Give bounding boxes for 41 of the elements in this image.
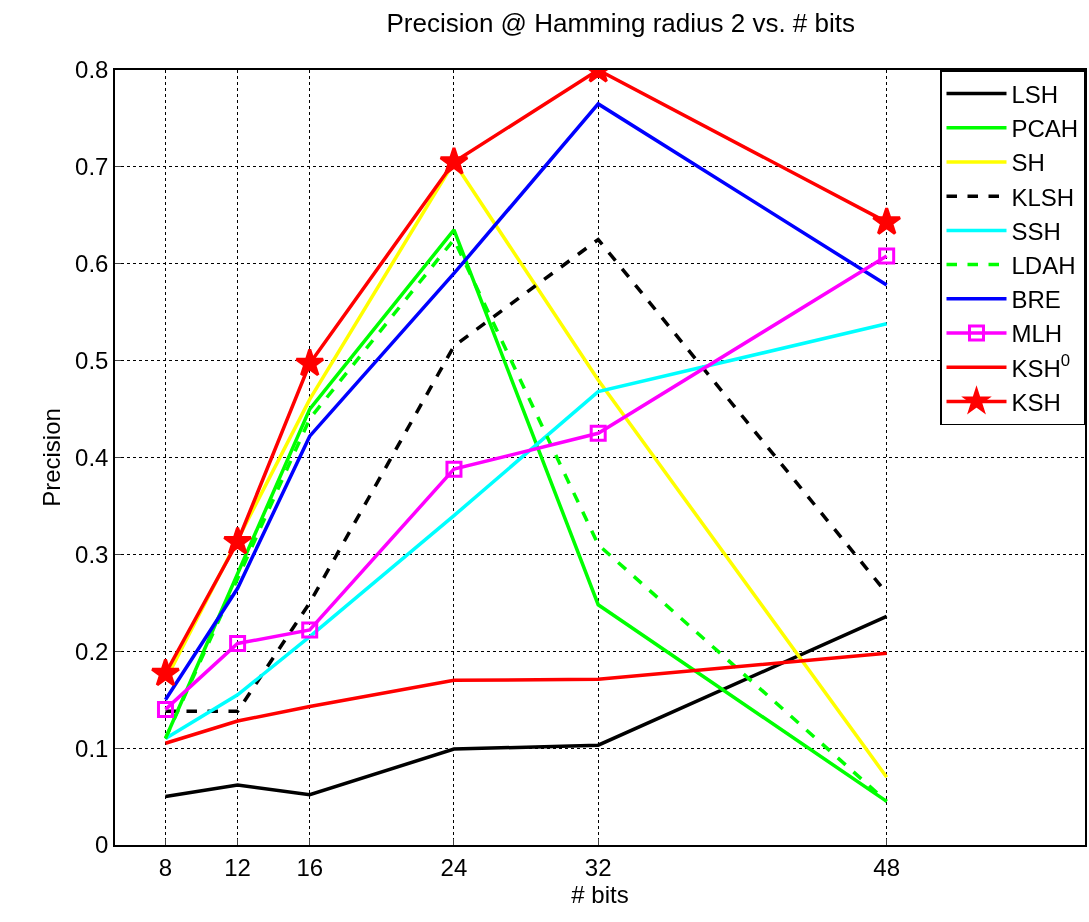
point <box>150 658 181 687</box>
y-axis-title: Precision <box>37 408 65 507</box>
x-tick-label: 24 <box>440 853 468 881</box>
legend-label: SH <box>1011 149 1045 177</box>
y-tick-label: 0.5 <box>75 347 109 375</box>
legend-label: KSH <box>1011 388 1061 416</box>
y-tick-label: 0.2 <box>75 637 109 665</box>
line-series <box>163 651 889 746</box>
point <box>301 621 319 639</box>
legend-label: SSH <box>1011 217 1061 245</box>
y-tick-label: 0.4 <box>75 443 109 471</box>
y-tick-label: 0.1 <box>75 734 109 762</box>
point <box>878 247 896 265</box>
x-tick-label: 32 <box>584 853 612 881</box>
legend-label: MLH <box>1011 320 1063 348</box>
y-tick-label: 0.6 <box>75 250 109 278</box>
point <box>445 460 463 478</box>
legend-label: LSH <box>1011 80 1059 108</box>
legend-label: KSH$^{0}$ <box>1011 351 1071 382</box>
point <box>589 424 607 442</box>
x-tick-label: 12 <box>224 853 251 881</box>
point <box>222 526 253 555</box>
x-tick-label: 16 <box>296 853 324 881</box>
x-tick-label: 48 <box>873 853 901 881</box>
x-axis-title: # bits <box>571 880 629 908</box>
line-series <box>163 322 889 741</box>
x-tick-label: 8 <box>158 853 173 881</box>
point <box>229 635 247 652</box>
legend-label: KLSH <box>1011 183 1075 211</box>
y-tick-label: 0 <box>95 831 109 859</box>
point <box>156 700 174 718</box>
chart-title: Precision @ Hamming radius 2 vs. # bits <box>386 8 856 39</box>
y-tick-label: 0.3 <box>75 540 109 568</box>
legend-label: PCAH <box>1011 115 1079 143</box>
point <box>439 146 469 175</box>
legend-label: LDAH <box>1011 251 1076 279</box>
y-tick-label: 0.8 <box>75 56 109 84</box>
point <box>294 348 325 377</box>
legend-label: BRE <box>1011 286 1061 314</box>
y-tick-label: 0.7 <box>75 153 109 181</box>
point <box>871 206 902 235</box>
